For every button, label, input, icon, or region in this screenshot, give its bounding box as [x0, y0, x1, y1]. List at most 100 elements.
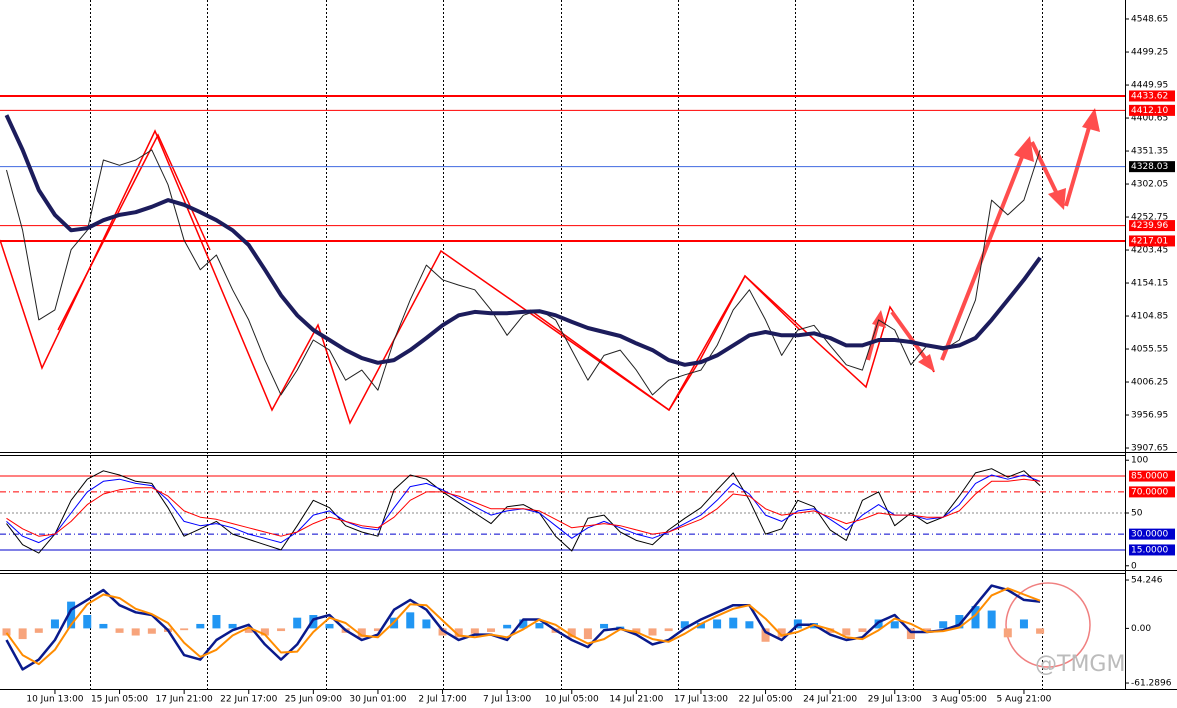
arrow-head — [1014, 136, 1034, 162]
histogram-bar — [1019, 619, 1028, 629]
series-line — [5, 587, 1041, 666]
y-tick-label: 4154.15 — [1131, 279, 1168, 289]
histogram-bar — [696, 623, 705, 629]
y-tick-label: 54.246 — [1131, 576, 1163, 586]
y-tick-label: 50 — [1131, 509, 1143, 519]
histogram-bar — [244, 628, 253, 633]
x-tick-label: 5 Aug 21:00 — [996, 695, 1051, 705]
histogram-bar — [535, 623, 544, 629]
x-tick-label: 30 Jun 01:00 — [349, 695, 406, 705]
level-label-bg — [1129, 486, 1175, 498]
histogram-bar — [503, 624, 512, 629]
level-label: 4217.01 — [1131, 236, 1168, 246]
panel-borders — [0, 0, 1177, 690]
histogram-bar — [34, 628, 43, 633]
y-tick-label: -61.2896 — [1131, 679, 1172, 689]
histogram-bar — [212, 615, 221, 629]
level-label: 70.0000 — [1131, 487, 1168, 497]
x-tick-label: 15 Jun 05:00 — [91, 695, 148, 705]
histogram-bar — [567, 628, 576, 638]
histogram-bar — [438, 628, 447, 636]
histogram-bar — [470, 628, 479, 634]
histogram-bar — [196, 623, 205, 629]
y-tick-label: 4548.65 — [1131, 14, 1168, 24]
y-tick-label: 4203.45 — [1131, 246, 1168, 256]
histogram-bar — [147, 628, 156, 634]
y-tick-label: 0 — [1131, 561, 1137, 571]
y-tick-label: 4449.95 — [1131, 81, 1168, 91]
x-tick-label: 3 Aug 05:00 — [932, 695, 987, 705]
arrow-head — [872, 310, 886, 328]
histogram-bar — [745, 621, 754, 629]
histogram-bar — [858, 628, 867, 632]
histogram-bar — [406, 612, 415, 629]
histogram-bar — [826, 628, 835, 633]
highlight-circle — [1005, 582, 1091, 668]
x-tick-label: 25 Jun 09:00 — [285, 695, 342, 705]
y-tick-label: 4499.25 — [1131, 48, 1168, 58]
histogram-bar — [67, 601, 76, 629]
zigzag-upper — [57, 133, 211, 331]
y-tick-label: 3907.65 — [1131, 444, 1168, 454]
level-label: 4412.10 — [1131, 106, 1168, 116]
arrow-head — [918, 354, 935, 372]
histogram-bar — [906, 628, 915, 640]
histogram-bar — [713, 619, 722, 629]
level-label-bg — [1129, 470, 1175, 482]
y-tick-label: 4302.05 — [1131, 180, 1168, 190]
arrow-line — [1064, 123, 1092, 207]
level-label-bg — [1129, 90, 1175, 102]
histogram-bar — [890, 621, 899, 629]
y-tick-label: 4351.35 — [1131, 147, 1168, 157]
histogram-bar — [874, 619, 883, 629]
level-label-bg — [1129, 544, 1175, 556]
x-tick-label: 10 Jul 05:00 — [545, 695, 599, 705]
level-label-bg — [1129, 161, 1175, 173]
x-tick-label: 7 Jul 13:00 — [483, 695, 532, 705]
x-tick-label: 2 Jul 17:00 — [418, 695, 467, 705]
histogram-bar — [955, 615, 964, 629]
y-tick-label: 3956.95 — [1131, 411, 1168, 421]
series-line — [4, 114, 1042, 367]
level-label: 85.0000 — [1131, 472, 1168, 482]
histogram-bar — [373, 628, 382, 632]
histogram-bar — [50, 619, 59, 629]
level-label-bg — [1129, 220, 1175, 232]
histogram-bar — [923, 628, 932, 632]
y-tick-label: 4252.75 — [1131, 213, 1168, 223]
histogram-bar — [971, 606, 980, 629]
histogram-bar — [131, 628, 140, 636]
histogram-bar — [454, 628, 463, 638]
arrow-line — [1030, 141, 1060, 197]
watermark: @TMGM — [1035, 652, 1125, 677]
histogram-bar — [2, 628, 11, 636]
arrow-head — [1048, 188, 1066, 210]
histogram-bar — [487, 628, 495, 632]
level-label-bg — [1129, 528, 1175, 540]
histogram-bar — [115, 628, 124, 633]
y-tick-label: 100 — [1131, 456, 1148, 466]
histogram-bar — [83, 615, 92, 629]
histogram-bar — [357, 628, 366, 638]
histogram-bar — [99, 623, 108, 629]
x-tick-label: 17 Jul 13:00 — [674, 695, 728, 705]
histogram-bar — [260, 628, 269, 636]
histogram-bar — [583, 628, 592, 640]
histogram-bar — [325, 623, 334, 629]
histogram-bar — [987, 610, 996, 629]
x-tick-label: 10 Jun 13:00 — [26, 695, 83, 705]
x-tick-label: 17 Jun 21:00 — [156, 695, 213, 705]
arrow-line — [890, 310, 930, 364]
y-tick-label: 4104.85 — [1131, 312, 1168, 322]
histogram-bar — [519, 619, 528, 629]
arrows — [866, 108, 1100, 372]
histogram-bar — [648, 628, 657, 636]
y-tick-label: 4400.65 — [1131, 114, 1168, 124]
level-label: 4328.03 — [1131, 162, 1168, 172]
histogram-bar — [1003, 628, 1012, 638]
level-label: 4239.96 — [1131, 221, 1168, 231]
zigzag-lower — [529, 274, 801, 412]
level-label-bg — [1129, 235, 1175, 247]
histogram-bar — [664, 628, 673, 632]
